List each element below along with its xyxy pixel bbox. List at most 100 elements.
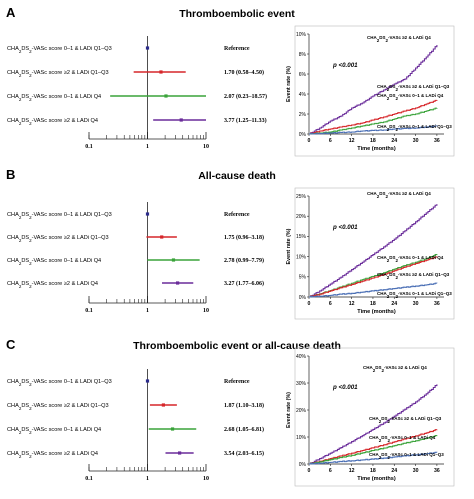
y-axis-label: Event rate (%)	[286, 228, 292, 264]
y-tick-label: 6%	[299, 72, 307, 78]
hazard-ratio-text: Reference	[224, 379, 250, 385]
x-tick-label: 36	[434, 301, 440, 307]
forest-row: CHA2DS2-VASc score ≥2 & LADi Q1–Q3 1.75 (…	[7, 234, 264, 243]
series-line	[309, 256, 438, 298]
chart-frame	[294, 25, 455, 157]
p-value: p <0.001	[332, 384, 358, 391]
forest-tick-label: 10	[203, 144, 209, 150]
chart-frame	[294, 347, 455, 487]
forest-plot: 0.1 1 10 CHA2DS2-VASc score 0–1 & LADi Q1–Q…	[7, 36, 267, 150]
forest-row-label: CHA2DS2-VASc score ≥2 & LADi Q4	[7, 118, 98, 126]
x-tick-label: 30	[413, 138, 419, 144]
forest-row: CHA2DS2-VASc score ≥2 & LADi Q4 3.27 (1.7…	[7, 280, 264, 289]
series-label: CHA2DS2-VASc ≥2 & LADi Q1–Q3	[369, 416, 442, 424]
series-label: CHA2DS2-VASc 0–1 & LADi Q1–Q3	[369, 452, 444, 460]
y-tick-label: 8%	[299, 52, 307, 58]
forest-tick-label: 0.1	[85, 144, 93, 150]
y-tick-label: 0%	[299, 462, 307, 468]
y-tick-label: 15%	[296, 234, 307, 240]
forest-tick-label: 10	[203, 476, 209, 482]
x-axis-label: Time (months)	[357, 146, 396, 152]
series-line	[309, 384, 438, 465]
y-tick-label: 5%	[299, 275, 307, 281]
panel-letter: A	[6, 5, 16, 20]
series-line	[309, 125, 438, 135]
series-line	[309, 99, 438, 135]
series-label: CHA2DS2-VASc ≥2 & LADi Q1–Q3	[377, 272, 450, 280]
panel-a: A Thromboembolic event 0.1 1 10 CHA2DS2-VASc …	[6, 5, 455, 157]
forest-row-label: CHA2DS2-VASc score ≥2 & LADi Q4	[7, 281, 98, 289]
forest-row: CHA2DS2-VASc score 0–1 & LADi Q1–Q3 Refer…	[7, 46, 250, 54]
y-tick-label: 10%	[296, 254, 307, 260]
event-rate-chart: 0% 5% 10% 15% 20% 25% 0 6 12 18 24 30 36 Time (months…	[286, 187, 455, 320]
point-estimate	[159, 70, 163, 74]
x-tick-label: 18	[370, 301, 376, 307]
series-label: CHA2DS2-VASc 0–1 & LADi Q1–Q3	[377, 124, 452, 132]
forest-plot: 0.1 1 10 CHA2DS2-VASc score 0–1 & LADi Q1–Q…	[7, 202, 264, 314]
hazard-ratio-text: 1.75 (0.96–3.18)	[224, 234, 264, 241]
series-line	[309, 435, 438, 465]
panel-letter: B	[6, 167, 15, 182]
p-value: p <0.001	[332, 62, 358, 69]
x-axis-label: Time (months)	[357, 476, 396, 482]
x-tick-label: 12	[349, 138, 355, 144]
series-line	[309, 282, 438, 298]
forest-row: CHA2DS2-VASc score 0–1 & LADi Q4 2.68 (1.…	[7, 426, 264, 435]
x-tick-label: 0	[308, 468, 311, 474]
forest-row-label: CHA2DS2-VASc score ≥2 & LADi Q1–Q3	[7, 70, 109, 78]
x-tick-label: 30	[413, 468, 419, 474]
y-tick-label: 2%	[299, 112, 307, 118]
x-tick-label: 24	[391, 301, 397, 307]
forest-row-label: CHA2DS2-VASc score 0–1 & LADi Q4	[7, 258, 101, 266]
point-estimate	[145, 46, 150, 50]
y-axis-label: Event rate (%)	[286, 66, 292, 102]
chart-frame	[294, 187, 455, 320]
series-label: CHA2DS2-VASc ≥2 & LADi Q4	[363, 365, 427, 373]
x-tick-label: 18	[370, 138, 376, 144]
y-axis-label: Event rate (%)	[286, 392, 292, 428]
hazard-ratio-text: Reference	[224, 212, 250, 218]
point-estimate	[164, 94, 168, 98]
series-line	[309, 429, 438, 465]
forest-row: CHA2DS2-VASc score 0–1 & LADi Q1–Q3 Refer…	[7, 379, 250, 387]
hazard-ratio-text: 2.78 (0.99–7.79)	[224, 257, 264, 264]
p-value: p <0.001	[332, 224, 358, 231]
x-tick-label: 12	[349, 301, 355, 307]
series-label: CHA2DS2-VASc 0–1 & LADi Q4	[377, 255, 444, 263]
event-rate-chart: 0% 10% 20% 30% 40% 0 6 12 18 24 30 36 Time (months) E…	[286, 347, 455, 487]
point-estimate	[161, 403, 166, 407]
panel-title: Thromboembolic event	[179, 8, 295, 20]
y-tick-label: 0%	[299, 132, 307, 138]
hazard-ratio-text: 2.68 (1.05–6.81)	[224, 426, 264, 433]
forest-row: CHA2DS2-VASc score 0–1 & LADi Q1–Q3 Refer…	[7, 212, 250, 220]
point-estimate	[178, 451, 182, 455]
y-tick-label: 30%	[296, 381, 307, 387]
point-estimate	[160, 235, 164, 239]
forest-row: CHA2DS2-VASc score 0–1 & LADi Q4 2.07 (0.…	[7, 93, 267, 102]
x-tick-label: 0	[308, 138, 311, 144]
forest-tick-label: 10	[203, 308, 209, 314]
y-tick-label: 10%	[296, 32, 307, 38]
series-line	[309, 45, 438, 135]
y-tick-label: 10%	[296, 435, 307, 441]
forest-tick-label: 0.1	[85, 308, 93, 314]
panel-letter: C	[6, 337, 16, 352]
x-axis-label: Time (months)	[357, 309, 396, 315]
forest-row-label: CHA2DS2-VASc score 0–1 & LADi Q4	[7, 427, 101, 435]
y-tick-label: 0%	[299, 295, 307, 301]
series-line	[309, 451, 438, 465]
forest-plot: 0.1 1 10 CHA2DS2-VASc score 0–1 & LADi Q1–Q…	[7, 369, 264, 482]
forest-row-label: CHA2DS2-VASc score 0–1 & LADi Q4	[7, 94, 101, 102]
y-tick-label: 40%	[296, 354, 307, 360]
forest-row-label: CHA2DS2-VASc score ≥2 & LADi Q1–Q3	[7, 235, 109, 243]
series-label: CHA2DS2-VASc 0–1 & LADi Q4	[369, 435, 436, 443]
x-tick-label: 0	[308, 301, 311, 307]
forest-tick-label: 0.1	[85, 476, 93, 482]
y-tick-label: 4%	[299, 92, 307, 98]
y-tick-label: 20%	[296, 408, 307, 414]
point-estimate	[179, 118, 183, 122]
x-tick-label: 24	[391, 138, 397, 144]
series-label: CHA2DS2-VASc 0–1 & LADi Q1–Q3	[377, 291, 452, 299]
